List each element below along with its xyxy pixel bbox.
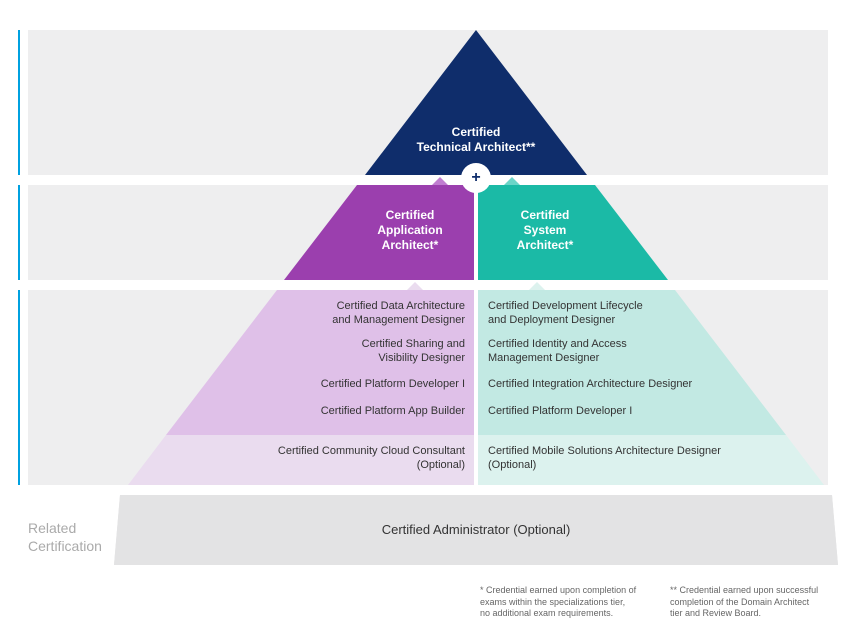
apex-line2: Technical Architect** [396, 140, 556, 155]
plus-icon: + [463, 165, 489, 191]
dr3: Architect* [485, 238, 605, 253]
base-label: Certified Administrator (Optional) [326, 522, 626, 538]
spec-right-optional: Certified Mobile Solutions Architecture … [488, 445, 788, 473]
domain-right-label: Certified System Architect* [485, 208, 605, 253]
dl1: Certified [350, 208, 470, 223]
diagram-container: Technical Architect Domain Architect Spe… [0, 0, 852, 643]
spec-left-item-3: Certified Platform App Builder [250, 405, 465, 419]
spec-right-item-0: Certified Development Lifecycle and Depl… [488, 300, 748, 328]
spec-right-item-2: Certified Integration Architecture Desig… [488, 378, 748, 392]
spec-left-item-0: Certified Data Architecture and Manageme… [250, 300, 465, 328]
spec-left-item-1: Certified Sharing and Visibility Designe… [250, 338, 465, 366]
footnote-left: * Credential earned upon completion of e… [480, 585, 660, 620]
spec-left-item-2: Certified Platform Developer I [250, 378, 465, 392]
spec-right-item-1: Certified Identity and Access Management… [488, 338, 748, 366]
dl3: Architect* [350, 238, 470, 253]
dr2: System [485, 223, 605, 238]
spec-left-optional: Certified Community Cloud Consultant (Op… [200, 445, 465, 473]
footnote-right: ** Credential earned upon successful com… [670, 585, 845, 620]
dl2: Application [350, 223, 470, 238]
dr1: Certified [485, 208, 605, 223]
domain-left-label: Certified Application Architect* [350, 208, 470, 253]
apex-label: Certified Technical Architect** [396, 125, 556, 155]
apex-line1: Certified [396, 125, 556, 140]
spec-right-item-3: Certified Platform Developer I [488, 405, 748, 419]
plus-symbol: + [471, 169, 480, 187]
